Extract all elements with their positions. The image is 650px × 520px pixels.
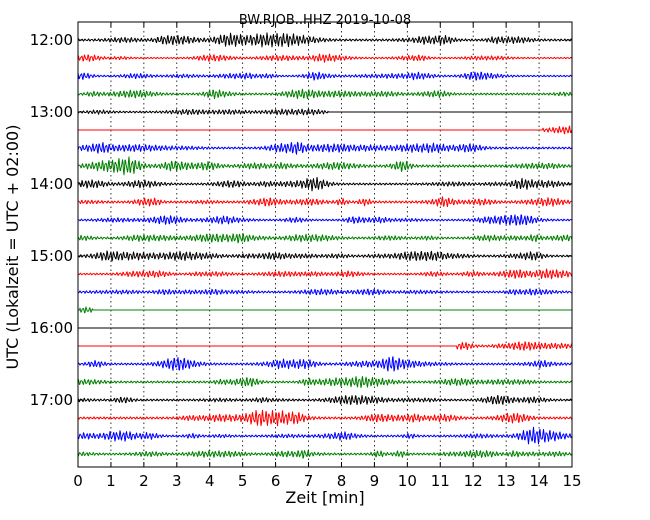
y-tick-label: 14:00 bbox=[30, 175, 73, 193]
trace-line bbox=[77, 356, 573, 372]
trace-line bbox=[78, 306, 572, 314]
y-axis-label: UTC (Lokalzeit = UTC + 02:00) bbox=[3, 125, 22, 370]
trace-line bbox=[77, 232, 573, 244]
trace-line bbox=[77, 426, 573, 445]
trace-line bbox=[77, 141, 573, 155]
x-tick-label: 14 bbox=[530, 472, 549, 490]
x-tick-label: 4 bbox=[205, 472, 215, 490]
x-tick-label: 3 bbox=[172, 472, 182, 490]
x-tick-label: 7 bbox=[304, 472, 314, 490]
x-tick-label: 12 bbox=[464, 472, 483, 490]
x-tick-label: 2 bbox=[139, 472, 149, 490]
trace-line bbox=[78, 125, 573, 135]
x-tick-label: 9 bbox=[370, 472, 380, 490]
y-tick-label: 16:00 bbox=[30, 319, 73, 337]
trace-line bbox=[77, 196, 573, 208]
x-tick-label: 10 bbox=[398, 472, 417, 490]
x-tick-label: 13 bbox=[497, 472, 516, 490]
trace-line bbox=[77, 288, 573, 296]
x-axis-label: Zeit [min] bbox=[285, 488, 364, 507]
x-tick-label: 0 bbox=[73, 472, 83, 490]
y-tick-label: 13:00 bbox=[30, 103, 73, 121]
y-tick-label: 17:00 bbox=[30, 391, 73, 409]
trace-line bbox=[78, 341, 573, 351]
trace-line bbox=[77, 409, 573, 427]
trace-line bbox=[77, 214, 573, 226]
trace-line bbox=[77, 394, 573, 406]
y-tick-label: 15:00 bbox=[30, 247, 73, 265]
x-tick-label: 8 bbox=[337, 472, 347, 490]
x-tick-label: 1 bbox=[106, 472, 116, 490]
seismogram-traces bbox=[77, 32, 573, 459]
chart-title: BW.RJOB..HHZ 2019-10-08 bbox=[239, 13, 411, 28]
x-tick-label: 15 bbox=[562, 472, 581, 490]
trace-line bbox=[77, 53, 573, 63]
x-tick-label: 5 bbox=[238, 472, 248, 490]
x-tick-label: 6 bbox=[271, 472, 281, 490]
trace-line bbox=[77, 449, 573, 459]
trace-line bbox=[77, 156, 573, 176]
x-tick-label: 11 bbox=[431, 472, 450, 490]
trace-line bbox=[77, 71, 573, 81]
trace-line bbox=[77, 108, 572, 116]
trace-line bbox=[77, 176, 573, 192]
y-tick-label: 12:00 bbox=[30, 31, 73, 49]
trace-line bbox=[77, 32, 573, 48]
axis-ticks: 0 1 2 3 4 5 6 7 8 9 10 11 12 13 14 1512:0013:0014:0015:… bbox=[30, 22, 582, 490]
trace-line bbox=[77, 376, 573, 389]
trace-line bbox=[77, 250, 573, 262]
trace-line bbox=[77, 88, 573, 100]
plot-frame bbox=[77, 21, 573, 468]
trace-line bbox=[77, 268, 573, 280]
